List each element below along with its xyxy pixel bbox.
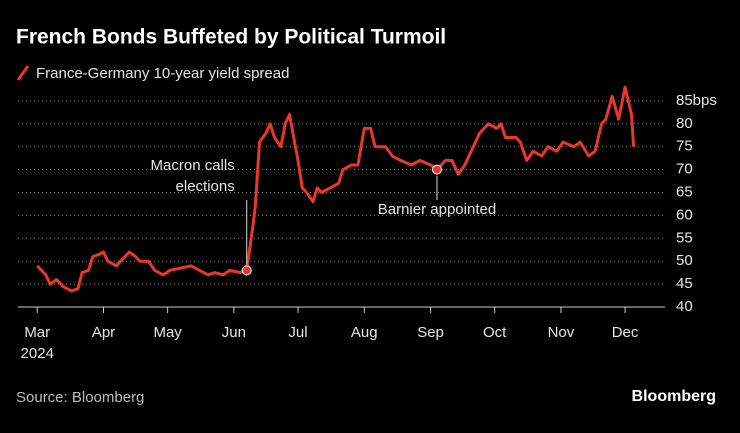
x-tick-label: May — [153, 324, 182, 341]
x-tick-label: Sep — [417, 324, 444, 341]
y-tick-label: 75 — [676, 138, 693, 155]
annotation-marker — [431, 164, 442, 175]
y-tick-label: 65 — [676, 183, 693, 200]
y-tick-label: 80 — [676, 115, 693, 132]
y-tick-label: 60 — [676, 206, 693, 223]
source: Source: Bloomberg — [16, 389, 144, 406]
y-tick-label: 45 — [676, 275, 693, 292]
annotation-text: Barnier appointed — [378, 201, 496, 218]
x-sublabel: 2024 — [21, 345, 54, 362]
x-tick-label: Jul — [288, 324, 307, 341]
y-tick-label: 40 — [676, 298, 693, 315]
line — [36, 85, 636, 293]
y-tick-label: 70 — [676, 161, 693, 178]
x-tick-label: Nov — [548, 324, 575, 341]
chart-title: French Bonds Buffeted by Political Turmo… — [16, 26, 446, 49]
annotation-text: elections — [176, 178, 235, 195]
x-tick-label: Jun — [222, 324, 246, 341]
x-tick-label: Oct — [483, 324, 507, 341]
brand: Bloomberg — [632, 388, 716, 405]
annotation-marker — [241, 265, 252, 276]
x-tick-label: Apr — [92, 324, 115, 341]
legend-label: France-Germany 10-year yield spread — [36, 65, 289, 82]
y-tick-label: 85bps — [676, 92, 717, 109]
y-tick-label: 55 — [676, 229, 693, 246]
legend-swatch — [16, 65, 30, 81]
x-tick-label: Aug — [351, 324, 378, 341]
x-tick-label: Mar — [24, 324, 50, 341]
annotation-text: Macron calls — [151, 157, 235, 174]
x-tick-label: Dec — [612, 324, 639, 341]
y-tick-label: 50 — [676, 252, 693, 269]
